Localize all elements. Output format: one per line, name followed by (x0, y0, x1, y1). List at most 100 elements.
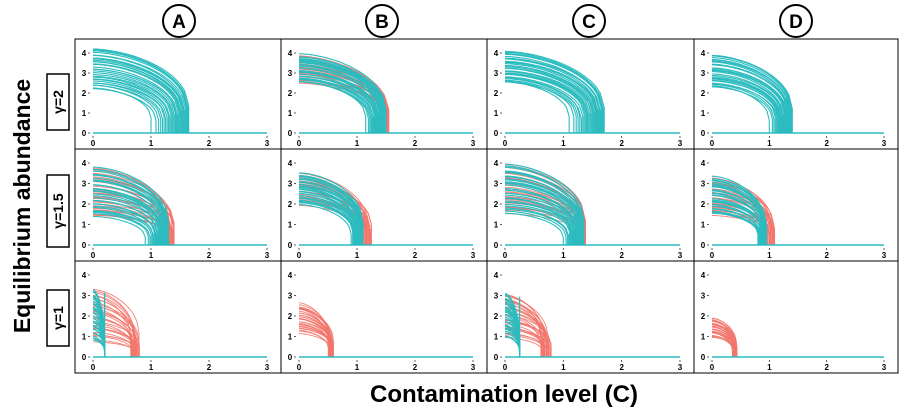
y-tick-label: 2 (701, 312, 706, 321)
panel-frame (486, 260, 695, 374)
stable-curve (712, 210, 761, 245)
stable-curve (92, 57, 185, 133)
stable-curve (92, 213, 149, 245)
x-tick-label: 2 (824, 363, 829, 372)
row-label-gamma-2: γ=2 (46, 73, 70, 131)
x-tick-label: 2 (824, 139, 829, 148)
x-tick-label: 3 (471, 251, 476, 260)
y-tick-label: 2 (288, 89, 293, 98)
stable-curve (504, 207, 570, 245)
unstable-curve (92, 294, 136, 357)
y-tick-label: 4 (288, 159, 293, 168)
stable-curve (712, 83, 777, 133)
stable-curve (711, 80, 779, 133)
stable-curve (298, 73, 377, 133)
y-tick-label: 3 (82, 69, 87, 78)
stable-curve (504, 70, 591, 133)
stable-curve (298, 70, 379, 133)
unstable-curve (298, 308, 329, 357)
y-tick-label: 0 (288, 241, 293, 250)
stable-curve (504, 175, 582, 245)
stable-curve (504, 330, 521, 357)
stable-curve (504, 79, 579, 133)
x-tick-label: 3 (882, 251, 887, 260)
stable-curve (711, 179, 767, 245)
y-tick-label: 3 (701, 292, 706, 301)
stable-curve (298, 172, 364, 245)
unstable-curve (711, 334, 736, 357)
y-tick-label: 3 (701, 69, 706, 78)
x-tick-label: 0 (710, 139, 715, 148)
stable-curve (92, 48, 190, 133)
stable-curve (711, 204, 763, 245)
x-tick-label: 3 (265, 251, 270, 260)
x-tick-label: 3 (471, 139, 476, 148)
stable-curve (92, 78, 169, 133)
x-tick-label: 1 (355, 139, 360, 148)
y-tick-label: 0 (701, 129, 706, 138)
y-tick-label: 2 (82, 89, 87, 98)
stable-curve (92, 203, 157, 245)
unstable-curve (711, 317, 737, 357)
stable-curve (712, 76, 782, 133)
panel-r2-c2: 0 1 2 3 0 1 2 3 4 (280, 148, 488, 262)
stable-curve (711, 67, 788, 133)
x-tick-label: 1 (149, 251, 154, 260)
stable-curve (504, 76, 584, 133)
x-tick-label: 3 (882, 139, 887, 148)
stable-curve (504, 181, 580, 245)
stable-curve (299, 77, 375, 133)
stable-curve (298, 189, 359, 245)
y-tick-label: 4 (701, 271, 706, 280)
y-tick-label: 4 (82, 159, 87, 168)
stable-curve (92, 66, 178, 133)
y-tick-label: 0 (288, 129, 293, 138)
stable-curve (711, 55, 793, 133)
panel-r1-c3: 0 1 2 3 0 1 2 3 4 (486, 38, 695, 150)
stable-curve (504, 172, 583, 245)
stable-curve (504, 292, 521, 357)
x-tick-label: 2 (619, 251, 624, 260)
stable-curve (92, 59, 183, 133)
stable-curve (504, 81, 577, 133)
stable-curve (711, 189, 766, 245)
y-tick-label: 2 (701, 89, 706, 98)
column-headers: A B C D (162, 4, 813, 38)
stable-curve (298, 180, 362, 245)
y-tick-label: 0 (494, 241, 499, 250)
stable-curve (93, 88, 157, 133)
stable-curve (93, 215, 146, 245)
stable-curve (298, 190, 359, 245)
unstable-curve (92, 172, 175, 245)
y-tick-label: 1 (288, 221, 293, 230)
unstable-curve (504, 294, 546, 357)
stable-curve (298, 60, 385, 133)
stable-curve (92, 51, 187, 133)
stable-curve (504, 60, 598, 133)
x-tick-label: 3 (882, 363, 887, 372)
column-header-b: B (365, 4, 399, 38)
x-tick-label: 3 (265, 363, 270, 372)
y-tick-label: 3 (288, 180, 293, 189)
stable-curve (504, 181, 580, 245)
x-tick-label: 1 (149, 139, 154, 148)
stable-curve (92, 76, 171, 133)
x-tick-label: 2 (619, 139, 624, 148)
stable-curve (504, 77, 581, 133)
x-tick-label: 2 (824, 251, 829, 260)
panel-grid: 0 1 2 3 0 1 2 3 4 0 1 2 3 0 1 2 3 4 0 1 2 3 0 1 2 3 4 0 1 2 3 0 1 2 3 4 0 1 2 3… (74, 38, 899, 374)
y-tick-label: 3 (701, 180, 706, 189)
stable-curve (504, 70, 590, 133)
unstable-curve (298, 302, 330, 357)
stable-curve (298, 202, 354, 245)
x-tick-label: 1 (355, 251, 360, 260)
stable-curve (504, 170, 584, 245)
y-tick-label: 0 (288, 353, 293, 362)
row-label-gamma-1-5-text: γ=1.5 (50, 193, 66, 229)
panel-r3-c4: 0 1 2 3 0 1 2 3 4 (693, 260, 899, 374)
row-label-gamma-1-5: γ=1.5 (46, 174, 70, 248)
column-header-c-label: C (582, 12, 596, 33)
stable-curve (92, 190, 161, 245)
stable-curve (92, 61, 182, 133)
y-tick-label: 1 (494, 333, 499, 342)
